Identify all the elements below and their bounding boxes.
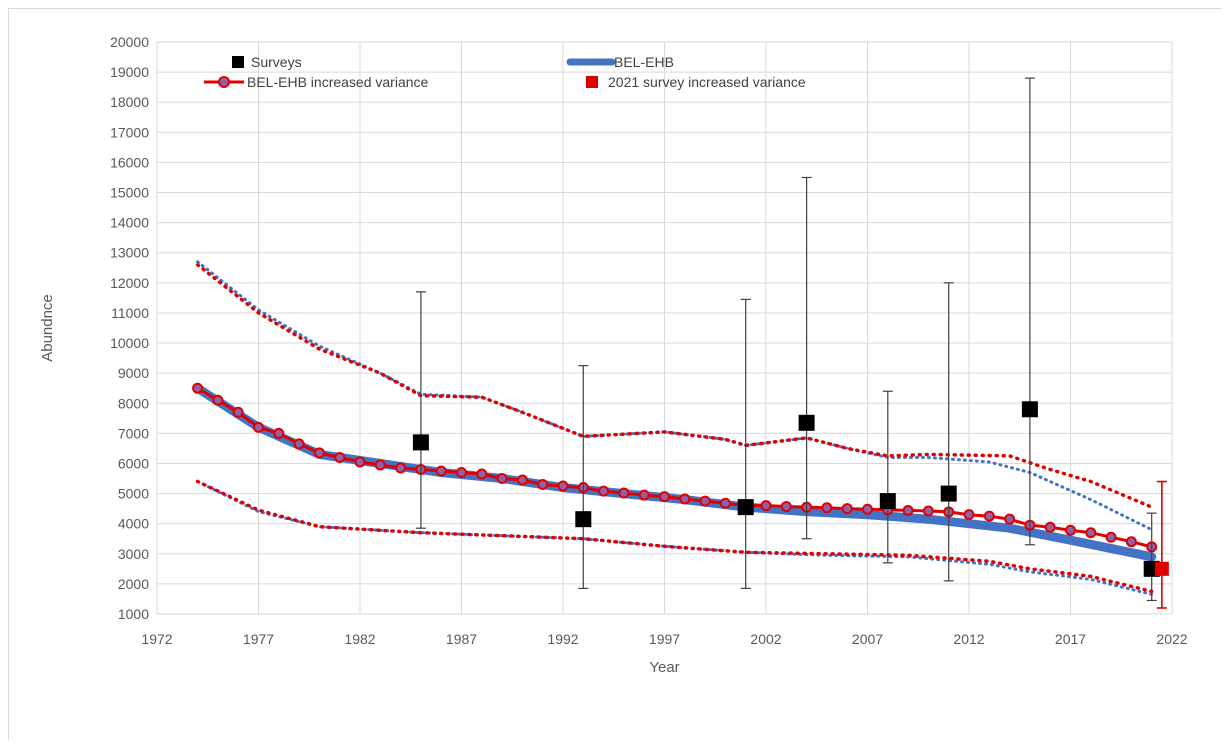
y-tick-label: 16000 [110,154,149,170]
bel-ehb-iv-point [1044,521,1056,533]
x-tick-label: 1992 [547,631,578,647]
y-tick-label: 5000 [118,486,149,502]
bel-ehb-upper-bound [196,260,1154,532]
bel-ehb-iv-point [212,394,224,406]
surveys [412,77,1169,609]
bel-ehb-iv-point [456,467,467,479]
legend-surveys-label: Surveys [251,54,302,70]
x-tick-label: 1982 [344,631,375,647]
bel-ehb-iv-point [273,427,285,439]
bel-ehb-iv-lower-bound [195,479,1154,594]
survey-point [798,414,815,431]
legend-survey-2021-iv-label: 2021 survey increased variance [608,74,806,90]
bel-ehb-iv-point [841,503,853,515]
y-tick-label: 11000 [111,305,149,321]
y-tick-label: 12000 [110,275,149,291]
bel-ehb-iv-point [862,503,873,515]
y-tick-label: 13000 [110,245,149,261]
x-tick-label: 1997 [649,631,680,647]
y-tick-label: 4000 [118,516,149,532]
survey-point [737,499,754,516]
y-tick-label: 17000 [110,124,149,140]
y-tick-label: 1000 [118,606,149,622]
bel-ehb-iv-point [435,465,447,477]
bel-ehb-iv-point [679,493,691,505]
bel-ehb-iv-point [313,447,325,459]
bel-ehb-iv-point [496,473,508,485]
bel-ehb-iv-point [618,487,630,499]
chart-frame [8,8,1221,740]
bel-ehb-iv-point [334,451,346,463]
bel-ehb-iv-point [1085,527,1097,539]
axes: 1000 2000 3000 4000 5000 6000 7000 8000 9000 1000… [110,34,1188,647]
bel-ehb-iv-point [1125,536,1137,548]
legend: Surveys BEL-EHB BEL-EHB increased variance… [204,54,806,90]
bel-ehb-iv-point [1105,531,1117,543]
bel-ehb-iv-point [780,501,792,513]
bel-ehb-iv-point [395,462,407,474]
bel-ehb-iv-point [598,485,610,497]
y-tick-label: 3000 [118,546,149,562]
y-tick-label: 15000 [110,185,149,201]
bel-ehb-iv-point [293,438,305,450]
x-tick-label: 2022 [1156,631,1187,647]
bel-ehb-iv-point [354,456,366,468]
bel-ehb-iv-point [557,480,569,492]
bel-ehb-iv-point [192,382,204,394]
y-tick-label: 7000 [118,425,149,441]
bel-ehb-iv-point [232,406,244,418]
bel-ehb-iv-point [963,509,975,521]
survey-point [575,511,592,528]
bel-ehb-iv-point [476,468,488,480]
y-axis-title: Abundnce [39,294,56,362]
x-tick-label: 1977 [243,631,274,647]
y-tick-label: 20000 [110,34,149,50]
bel-ehb-iv-point [1065,524,1076,536]
survey-point [879,493,896,510]
y-tick-label: 8000 [118,395,149,411]
legend-bel-ehb-label: BEL-EHB [614,54,674,70]
y-tick-label: 6000 [118,455,149,471]
x-tick-label: 2017 [1055,631,1086,647]
x-tick-label: 1972 [141,631,172,647]
survey-point [412,434,429,451]
legend-bel-ehb-iv-marker [218,76,230,88]
bel-ehb-iv-point [638,489,650,501]
y-tick-label: 10000 [110,335,149,351]
bel-ehb-iv-point [760,500,772,512]
survey-point [1021,401,1038,418]
x-axis-title: Year [649,659,679,676]
bel-ehb-iv-point [922,505,934,517]
survey-2021-iv-point [1154,561,1169,576]
bel-ehb-iv-point [821,502,833,514]
legend-survey-2021-iv-marker [586,76,598,88]
bel-ehb-iv-point [902,504,914,516]
y-tick-label: 14000 [110,215,149,231]
x-tick-label: 1987 [446,631,477,647]
y-tick-label: 9000 [118,365,149,381]
bel-ehb-iv-point [699,495,711,507]
bel-ehb-iv-point [516,474,528,486]
bel-ehb-iv-point [253,421,264,433]
survey-point [940,485,957,502]
bel-ehb-iv-point [719,497,731,509]
x-tick-label: 2007 [852,631,883,647]
y-tick-label: 2000 [118,576,149,592]
bel-ehb-iv-point [983,510,995,522]
bel-ehb-iv-point [374,459,386,471]
bel-ehb-iv-point [1004,513,1016,525]
legend-bel-ehb-iv-label: BEL-EHB increased variance [247,74,429,90]
legend-surveys-marker [232,56,244,68]
bel-ehb-iv-point [537,479,549,491]
bel-ehb-iv-point [659,491,670,503]
bel-ehb-iv-upper-bound [195,263,1154,509]
x-tick-label: 2012 [953,631,984,647]
series [192,260,1158,596]
y-tick-label: 19000 [110,64,149,80]
y-tick-label: 18000 [110,94,149,110]
x-tick-label: 2002 [750,631,781,647]
bel-ehb-line [193,383,1157,562]
